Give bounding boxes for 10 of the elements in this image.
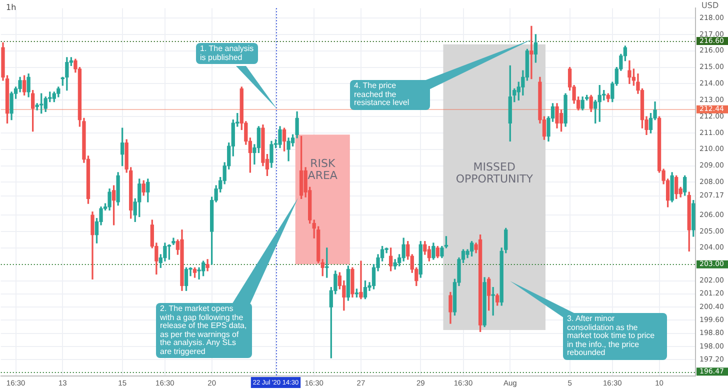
y-axis-title: USD	[702, 1, 719, 10]
band-label: MISSED OPPORTUNITY	[456, 160, 534, 186]
annotation: 4. The price reached the resistance level	[350, 80, 430, 110]
candlestick	[530, 26, 534, 80]
candlestick	[359, 260, 363, 300]
annotation: 1. The analysis is published	[196, 43, 258, 64]
chart-title: 1h	[6, 3, 16, 12]
band-label: RISK AREA	[308, 156, 338, 182]
annotation: 2. The market opens with a gap following the release of the EPS data, as per the warnings of the analysis. Any SLs are triggered	[156, 303, 252, 358]
annotation: 3. After minor consolidation as the market took time to price in the info., the price rebounded	[563, 313, 667, 360]
